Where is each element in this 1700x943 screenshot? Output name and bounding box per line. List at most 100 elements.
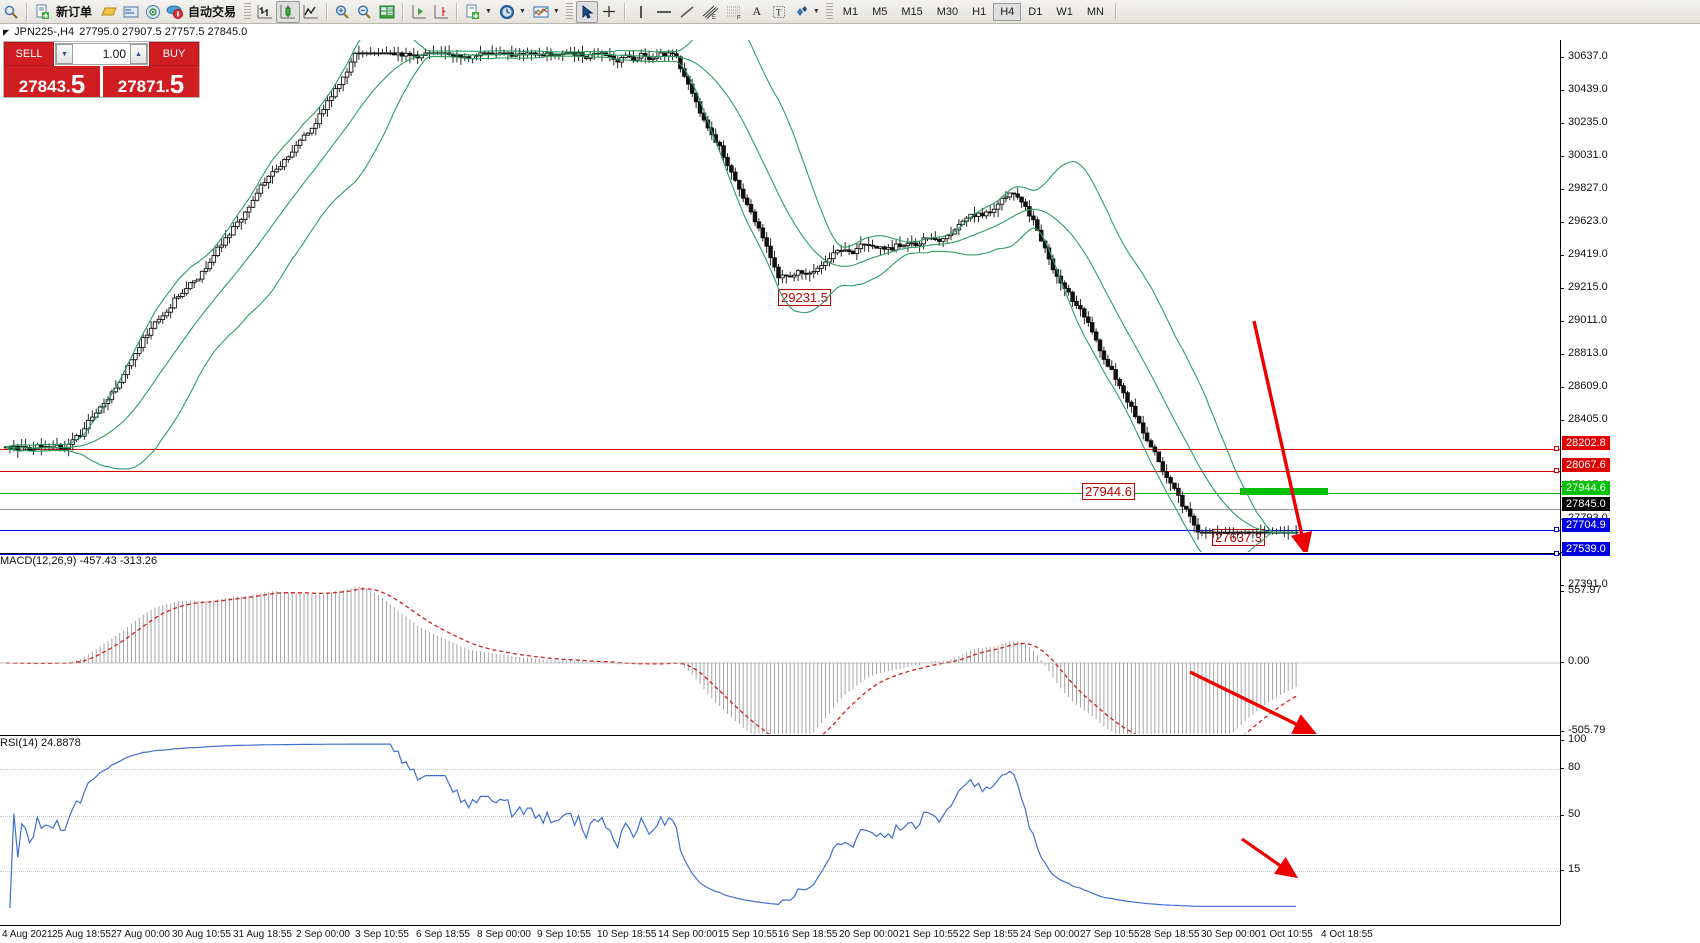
svg-text:E: E — [712, 15, 716, 20]
time-label-19: 28 Sep 18:55 — [1140, 929, 1200, 940]
support-1-handle[interactable] — [1554, 527, 1559, 532]
new-order-icon[interactable] — [32, 1, 54, 23]
support-2-tag[interactable]: 27539.0 — [1562, 542, 1610, 556]
cursor-icon[interactable] — [575, 0, 598, 23]
toolbar-grip-2[interactable] — [565, 2, 573, 21]
rsi-tick-2: 50 — [1559, 808, 1580, 820]
price-pane[interactable]: 29231.5 27944.6 27637.3 — [0, 40, 1560, 556]
support-zone-highlight[interactable] — [1240, 488, 1328, 495]
autotrading-label[interactable]: 自动交易 — [188, 5, 237, 19]
templates-dropdown-arrow[interactable]: ▼ — [485, 8, 492, 15]
rsi-tick-1: 80 — [1559, 761, 1580, 773]
resistance-2-handle[interactable] — [1554, 468, 1559, 473]
indicators-icon[interactable] — [530, 1, 552, 23]
tab-timeframe-m1[interactable]: M1 — [842, 5, 859, 18]
toolbar-separator-6 — [1114, 2, 1117, 21]
periods-icon[interactable] — [496, 1, 518, 23]
annotation-27944-6[interactable]: 27944.6 — [1082, 483, 1135, 500]
support-2-handle[interactable] — [1554, 551, 1559, 556]
zoom-out-icon[interactable] — [354, 1, 376, 23]
macd-tick-0: 557.97 — [1560, 584, 1602, 596]
folder-icon[interactable] — [98, 1, 120, 23]
rsi-level-80 — [0, 769, 1560, 770]
autotrading-icon[interactable] — [164, 1, 186, 23]
svg-text:F: F — [737, 15, 741, 20]
templates-icon[interactable] — [462, 1, 484, 23]
resistance-2-line[interactable] — [0, 471, 1560, 472]
resistance-1-tag[interactable]: 28202.8 — [1562, 436, 1610, 450]
tab-timeframe-m30[interactable]: M30 — [936, 5, 959, 18]
rsi-trend-arrow[interactable] — [0, 736, 1560, 926]
equidistant-channel-icon[interactable]: E — [698, 1, 722, 23]
toolbar-grip-3[interactable] — [825, 2, 833, 21]
time-label-4: 31 Aug 18:55 — [233, 929, 292, 940]
text-icon[interactable]: A — [752, 4, 762, 18]
price-tick-5: 29623.0 — [1560, 215, 1608, 227]
chart-shift-icon[interactable] — [430, 1, 452, 23]
toolbar-separator-3 — [402, 2, 405, 21]
price-tick-4: 29827.0 — [1560, 182, 1608, 194]
search-icon[interactable] — [0, 1, 22, 23]
support-green-tag[interactable]: 27944.6 — [1562, 481, 1610, 495]
time-label-16: 22 Sep 18:55 — [959, 929, 1019, 940]
periods-dropdown-arrow[interactable]: ▼ — [518, 8, 526, 15]
terminal-icon[interactable] — [120, 1, 142, 23]
crosshair-icon[interactable] — [598, 1, 620, 23]
fibonacci-icon[interactable]: F — [722, 1, 746, 23]
tab-timeframe-w1[interactable]: W1 — [1056, 5, 1073, 18]
rsi-tick-3: 15 — [1559, 863, 1580, 875]
svg-text:T: T — [776, 7, 782, 17]
last-price-tag[interactable]: 27845.0 — [1562, 497, 1610, 511]
tab-timeframe-d1[interactable]: D1 — [1028, 5, 1043, 18]
navigator-icon[interactable] — [142, 1, 164, 23]
time-label-17: 24 Sep 00:00 — [1020, 929, 1080, 940]
time-label-15: 21 Sep 10:55 — [899, 929, 959, 940]
annotation-29231-5[interactable]: 29231.5 — [778, 289, 831, 306]
last-price-line[interactable] — [0, 509, 1560, 510]
support-1-line[interactable] — [0, 530, 1560, 531]
annotation-27637-3[interactable]: 27637.3 — [1212, 529, 1265, 546]
rsi-label: RSI(14) 24.8878 — [0, 737, 81, 749]
tab-timeframe-m5[interactable]: M5 — [872, 5, 888, 18]
tab-timeframe-h4[interactable]: H4 — [993, 2, 1022, 21]
tab-timeframe-mn[interactable]: MN — [1086, 5, 1104, 18]
bar-chart-icon[interactable] — [254, 1, 276, 23]
toolbar-separator — [26, 2, 28, 21]
scroll-to-end-icon[interactable] — [408, 1, 430, 23]
support-2-line[interactable] — [0, 554, 1560, 555]
macd-pane[interactable]: MACD(12,26,9) -457.43 -313.26 — [0, 553, 1560, 734]
price-scale[interactable]: 30637.0 30439.0 30235.0 30031.0 29827.0 29623… — [1559, 40, 1700, 925]
tab-timeframe-m15[interactable]: M15 — [901, 5, 923, 18]
resistance-1-handle[interactable] — [1554, 446, 1559, 451]
time-label-0: 4 Aug 2021 — [2, 929, 53, 940]
chart-collapse-icon[interactable]: ◤ — [3, 27, 10, 37]
resistance-2-tag[interactable]: 28067.6 — [1562, 458, 1610, 472]
price-tick-2: 30235.0 — [1560, 116, 1608, 128]
text-label-icon[interactable]: T — [768, 1, 790, 23]
candlestick-chart-icon[interactable] — [276, 0, 301, 23]
vertical-line-icon[interactable] — [630, 1, 652, 23]
new-order-label[interactable]: 新订单 — [56, 5, 93, 19]
time-label-12: 15 Sep 10:55 — [718, 929, 778, 940]
zoom-in-icon[interactable] — [332, 1, 354, 23]
grid-icon[interactable] — [376, 1, 398, 23]
resistance-1-line[interactable] — [0, 449, 1560, 450]
price-tick-0: 30637.0 — [1560, 50, 1608, 62]
objects-icon[interactable] — [790, 1, 812, 23]
trend-line-icon[interactable] — [676, 1, 698, 23]
line-chart-icon[interactable] — [300, 1, 322, 23]
indicators-dropdown-arrow[interactable]: ▼ — [552, 8, 560, 15]
toolbar-grip[interactable] — [244, 2, 252, 21]
horizontal-line-icon[interactable] — [652, 1, 676, 23]
time-axis: 4 Aug 2021 25 Aug 18:55 27 Aug 00:00 30 Aug… — [0, 925, 1560, 943]
time-label-10: 10 Sep 18:55 — [597, 929, 657, 940]
support-1-tag[interactable]: 27704.9 — [1562, 518, 1610, 532]
symbol-label: JPN225-,H4 — [14, 26, 75, 38]
time-label-18: 27 Sep 10:55 — [1080, 929, 1140, 940]
objects-dropdown-arrow[interactable]: ▼ — [812, 8, 820, 15]
rsi-pane[interactable]: RSI(14) 24.8878 — [0, 735, 1560, 925]
chart-canvas[interactable]: 29231.5 27944.6 27637.3 MACD(12,26,9) -4… — [0, 40, 1560, 925]
price-tick-1: 30439.0 — [1560, 83, 1608, 95]
macd-trend-arrow[interactable] — [0, 554, 1560, 734]
tab-timeframe-h1[interactable]: H1 — [972, 5, 987, 18]
